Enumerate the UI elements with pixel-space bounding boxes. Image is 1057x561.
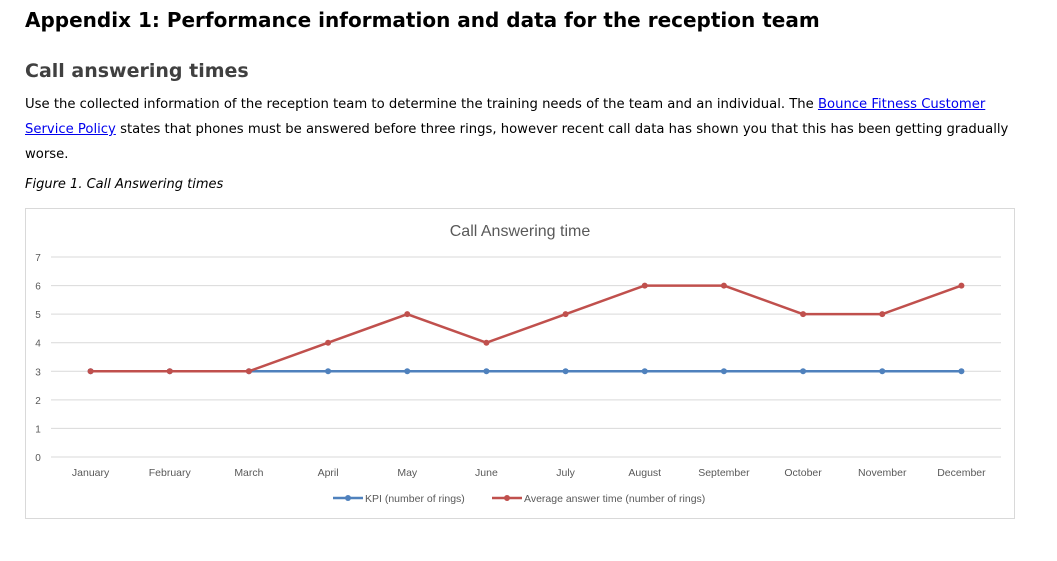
data-point [958,368,965,375]
chart-legend: KPI (number of rings) Average answer time… [333,493,705,505]
x-tick-label: February [149,467,192,479]
customer-service-policy-link[interactable]: Bounce Fitness Customer Service Policy [25,97,986,137]
data-point [879,368,886,375]
y-axis-tick-labels: 0 1 2 3 4 5 6 7 [35,253,41,464]
paragraph-text-start: Use the collected information of the rec… [25,97,818,112]
x-tick-label: December [937,467,986,479]
x-tick-label: January [72,467,110,479]
y-tick-label: 6 [35,282,41,293]
data-point [325,368,332,375]
data-point [483,339,490,346]
intro-paragraph: Use the collected information of the rec… [25,92,1025,167]
data-point [483,368,490,375]
x-tick-label: July [556,467,575,479]
x-tick-label: August [628,467,661,479]
x-tick-label: April [318,467,339,479]
data-point [562,368,569,375]
series-line-1 [90,284,962,373]
x-tick-label: September [698,467,750,479]
x-axis-tick-labels: January February March April May June July Augu… [72,467,986,479]
data-point [800,311,807,318]
data-point [166,368,173,375]
data-point [641,368,648,375]
y-tick-label: 0 [35,453,41,464]
data-point [879,311,886,318]
legend-marker [504,495,510,501]
y-tick-label: 4 [35,339,41,350]
data-point [800,368,807,375]
paragraph-text-end: states that phones must be answered befo… [25,122,1009,162]
data-point [562,311,569,318]
line-chart: Call Answering time 0 1 2 3 4 5 6 7 January Febr… [35,223,1001,505]
legend-marker [345,495,351,501]
data-point [87,368,94,375]
data-point [325,339,332,346]
y-tick-label: 7 [35,253,41,264]
data-point [720,282,727,289]
legend-label: KPI (number of rings) [365,493,465,505]
chart-title: Call Answering time [450,223,591,240]
data-point [404,368,411,375]
figure-caption: Figure 1. Call Answering times [25,177,224,192]
x-tick-label: June [475,467,498,479]
y-tick-label: 3 [35,367,41,378]
x-tick-label: March [234,467,263,479]
section-heading: Call answering times [25,60,249,82]
y-tick-label: 5 [35,310,41,321]
data-point [641,282,648,289]
data-point [958,282,965,289]
x-tick-label: October [784,467,822,479]
gridlines [51,256,1001,458]
page-heading: Appendix 1: Performance information and … [25,8,820,32]
series-lines [87,282,965,375]
y-tick-label: 1 [35,424,41,435]
y-tick-label: 2 [35,396,41,407]
x-tick-label: May [397,467,418,479]
data-point [720,368,727,375]
chart-container: Call Answering time 0 1 2 3 4 5 6 7 January Febr… [25,208,1015,519]
data-point [245,368,252,375]
data-point [404,311,411,318]
x-tick-label: November [858,467,907,479]
legend-label: Average answer time (number of rings) [524,493,705,505]
